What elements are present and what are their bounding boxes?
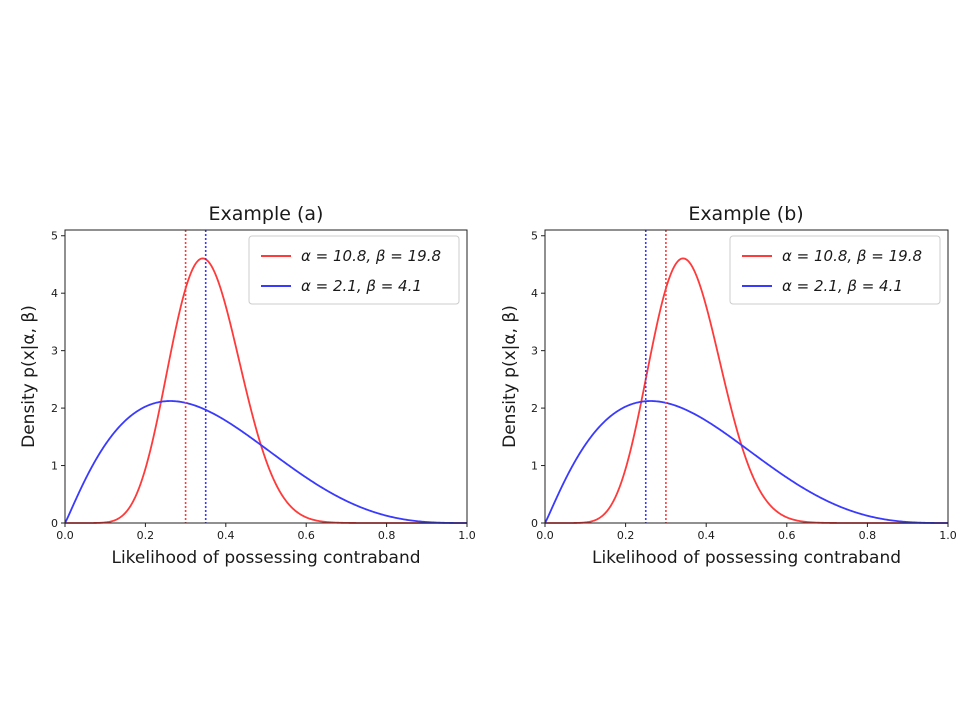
legend-entry-label: α = 10.8, β = 19.8: [782, 247, 922, 265]
legend: α = 10.8, β = 19.8 α = 2.1, β = 4.1: [729, 235, 941, 305]
y-tick-label: 1: [51, 460, 58, 473]
y-tick-label: 4: [51, 287, 58, 300]
legend-box: [729, 235, 941, 305]
y-axis-label: Density p(x|α, β): [500, 305, 520, 448]
series-line-alpha-2.1: [64, 400, 467, 524]
chart-title: Example (b): [688, 203, 803, 225]
x-tick-label: 0.4: [697, 529, 715, 542]
y-tick-label: 4: [531, 287, 538, 300]
chart-example-a: Example (a) 0.0 0.2 0.4 0.6 0.8 1.0 0 1 2 3 4 5 Likel…: [19, 203, 476, 568]
chart-example-b: Example (b) 0.0 0.2 0.4 0.6 0.8 1.0 0 1 2 3 4 5 Likel…: [500, 203, 957, 568]
x-tick-label: 0.8: [378, 529, 396, 542]
plot-area-frame: [544, 229, 949, 524]
x-axis-label: Likelihood of possessing contraband: [111, 548, 420, 568]
y-tick-label: 2: [51, 402, 58, 415]
y-tick-label: 0: [51, 517, 58, 530]
chart-title: Example (a): [209, 203, 324, 225]
x-axis-label: Likelihood of possessing contraband: [592, 548, 901, 568]
x-tick-label: 0.2: [137, 529, 155, 542]
y-tick-label: 5: [51, 230, 58, 243]
x-tick-label: 0.4: [217, 529, 235, 542]
x-tick-label: 0.8: [859, 529, 877, 542]
x-tick-label: 0.0: [56, 529, 74, 542]
x-tick-label: 0.0: [536, 529, 554, 542]
series-line-alpha-2.1: [544, 400, 948, 524]
plot-area-frame: [64, 229, 468, 524]
x-tick-label: 1.0: [939, 529, 957, 542]
x-tick-label: 1.0: [458, 529, 476, 542]
x-tick-label: 0.6: [778, 529, 796, 542]
legend-entry-label: α = 2.1, β = 4.1: [301, 277, 422, 295]
legend: α = 10.8, β = 19.8 α = 2.1, β = 4.1: [248, 235, 460, 305]
y-tick-label: 3: [51, 345, 58, 358]
legend-box: [248, 235, 460, 305]
y-tick-label: 3: [531, 345, 538, 358]
y-axis-label: Density p(x|α, β): [19, 305, 39, 448]
y-tick-label: 1: [531, 460, 538, 473]
legend-entry-label: α = 2.1, β = 4.1: [782, 277, 903, 295]
y-tick-label: 5: [531, 230, 538, 243]
x-tick-label: 0.2: [617, 529, 635, 542]
x-tick-label: 0.6: [297, 529, 315, 542]
legend-entry-label: α = 10.8, β = 19.8: [301, 247, 441, 265]
y-tick-label: 2: [531, 402, 538, 415]
y-tick-label: 0: [531, 517, 538, 530]
